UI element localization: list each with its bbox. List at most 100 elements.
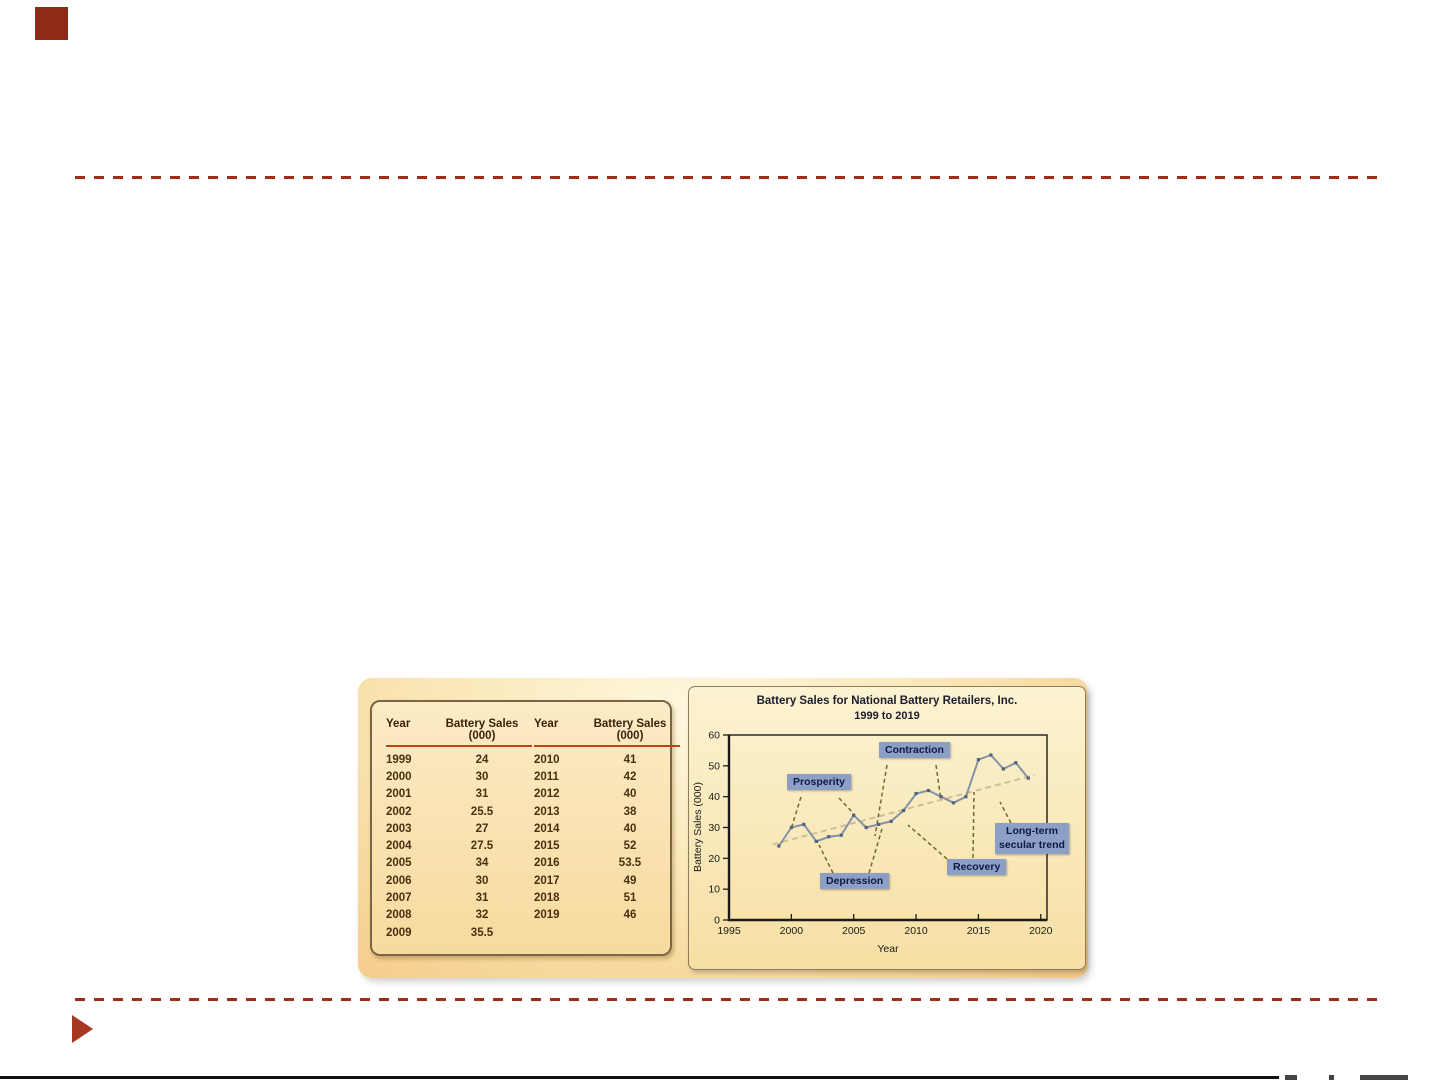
table-right-half: Year Battery Sales (000) 2010 41 2011 42 201…: [534, 718, 680, 924]
table-row: 2014 40: [534, 820, 680, 837]
y-tick-label: 40: [708, 791, 720, 803]
year-cell: 2019: [534, 909, 560, 922]
sales-cell: 38: [623, 805, 637, 818]
annotation-arrow: [999, 801, 1012, 824]
table-body-right: 2010 41 2011 42 2012 40 2013 38 2014 40 2015 52 2016…: [534, 751, 680, 924]
data-point: [802, 822, 806, 827]
table-row: 2015 52: [534, 837, 680, 854]
next-arrow-triangle: [72, 1015, 93, 1043]
sales-header: Battery Sales (000): [445, 718, 519, 742]
table-row: 2019 46: [534, 907, 680, 924]
x-tick-label: 1995: [717, 925, 741, 937]
table-row: 2000 30: [386, 768, 532, 785]
sales-cell: 27: [475, 822, 489, 835]
year-cell: 2011: [534, 770, 559, 783]
year-cell: 2002: [386, 805, 412, 818]
y-tick-label: 60: [708, 730, 720, 742]
footer-text-fragment: [1285, 1073, 1425, 1081]
year-cell: 2001: [386, 788, 412, 801]
chart-plot: 1995 2000 2005 2010 2015 2020 0 10 20 30 40 50 60 Ye…: [692, 730, 1053, 956]
annotation-depression: Depression: [820, 873, 890, 889]
sales-cell: 34: [475, 857, 489, 870]
year-cell: 2016: [534, 857, 560, 870]
data-point: [926, 788, 931, 793]
table-row: 2002 25.5: [386, 803, 532, 820]
sales-cell: 40: [623, 788, 637, 801]
data-point: [1014, 761, 1018, 765]
table-row: 2008 32: [386, 907, 532, 924]
annotation-arrow: [935, 764, 942, 801]
y-tick-label: 0: [714, 915, 720, 927]
x-tick-label: 2010: [904, 925, 928, 937]
bottom-divider-dashed-line: [75, 998, 1378, 1001]
y-tick-label: 50: [708, 760, 720, 772]
annotation-arrow: [868, 828, 883, 874]
chart-title: Battery Sales for National Battery Retai…: [756, 695, 1018, 707]
sales-cell: 40: [623, 822, 637, 835]
table-row: 2018 51: [534, 889, 680, 906]
top-divider-dashed-line: [75, 176, 1378, 179]
sales-cell: 46: [623, 909, 637, 922]
table-row: 2007 31: [386, 889, 532, 906]
year-cell: 2005: [386, 857, 412, 870]
data-point: [951, 801, 956, 805]
table-body-left: 1999 24 2000 30 2001 31 2002 25.5 2003 27 2004 27.5…: [386, 751, 532, 941]
year-cell: 2006: [386, 874, 412, 887]
year-cell: 1999: [386, 753, 412, 766]
year-cell: 2010: [534, 753, 560, 766]
data-point: [877, 822, 881, 827]
sales-cell: 25.5: [470, 805, 494, 818]
x-tick-label: 2015: [967, 925, 991, 937]
annotation-recovery: Recovery: [947, 859, 1007, 875]
sales-cell: 24: [475, 753, 489, 766]
year-cell: 2015: [534, 840, 560, 853]
year-cell: 2017: [534, 874, 560, 887]
year-cell: 2003: [386, 822, 412, 835]
table-row: 2012 40: [534, 786, 680, 803]
bottom-edge-line: [0, 1076, 1279, 1079]
data-point: [976, 758, 981, 762]
sales-cell: 53.5: [618, 857, 642, 870]
table-row: 2016 53.5: [534, 855, 680, 872]
data-point: [864, 825, 868, 830]
sales-cell: 42: [623, 770, 637, 783]
table-header: Year Battery Sales (000): [386, 718, 532, 747]
data-point: [777, 844, 781, 848]
battery-sales-figure: Year Battery Sales (000) 1999 24 2000 30 200…: [358, 678, 1088, 978]
annotation-arrow: [818, 844, 834, 874]
data-point: [1001, 767, 1005, 771]
table-row: 2003 27: [386, 820, 532, 837]
sales-cell: 30: [475, 770, 489, 783]
data-point: [964, 795, 968, 799]
data-point: [901, 808, 906, 813]
year-cell: 2013: [534, 805, 560, 818]
sales-cell: 31: [475, 892, 489, 905]
sales-header: Battery Sales (000): [593, 718, 667, 742]
x-tick-label: 2020: [1029, 925, 1053, 937]
footer-mark: [1360, 1075, 1408, 1080]
annotation-longterm-trend: Long-term secular trend: [995, 823, 1069, 855]
x-tick-label: 2005: [842, 925, 866, 937]
year-cell: 2008: [386, 909, 412, 922]
data-point: [939, 795, 943, 799]
slide-accent-square: [35, 7, 68, 40]
x-tick-label: 2000: [780, 925, 804, 937]
y-tick-label: 10: [708, 884, 720, 896]
table-row: 2010 41: [534, 751, 680, 768]
chart-subtitle: 1999 to 2019: [854, 710, 920, 722]
table-row: 2006 30: [386, 872, 532, 889]
sales-cell: 35.5: [470, 926, 494, 939]
table-row: 2001 31: [386, 786, 532, 803]
data-point: [914, 791, 918, 796]
annotation-arrow: [874, 764, 888, 837]
y-tick-label: 30: [708, 822, 720, 834]
annotation-longterm-line2: secular trend: [999, 838, 1065, 851]
data-point: [889, 819, 893, 823]
battery-sales-table: Year Battery Sales (000) 1999 24 2000 30 200…: [370, 700, 680, 956]
data-point: [839, 833, 843, 837]
table-row: 2004 27.5: [386, 837, 532, 854]
sales-cell: 52: [623, 840, 637, 853]
data-point: [1026, 776, 1030, 780]
annotation-arrow: [972, 791, 975, 859]
year-cell: 2014: [534, 822, 560, 835]
